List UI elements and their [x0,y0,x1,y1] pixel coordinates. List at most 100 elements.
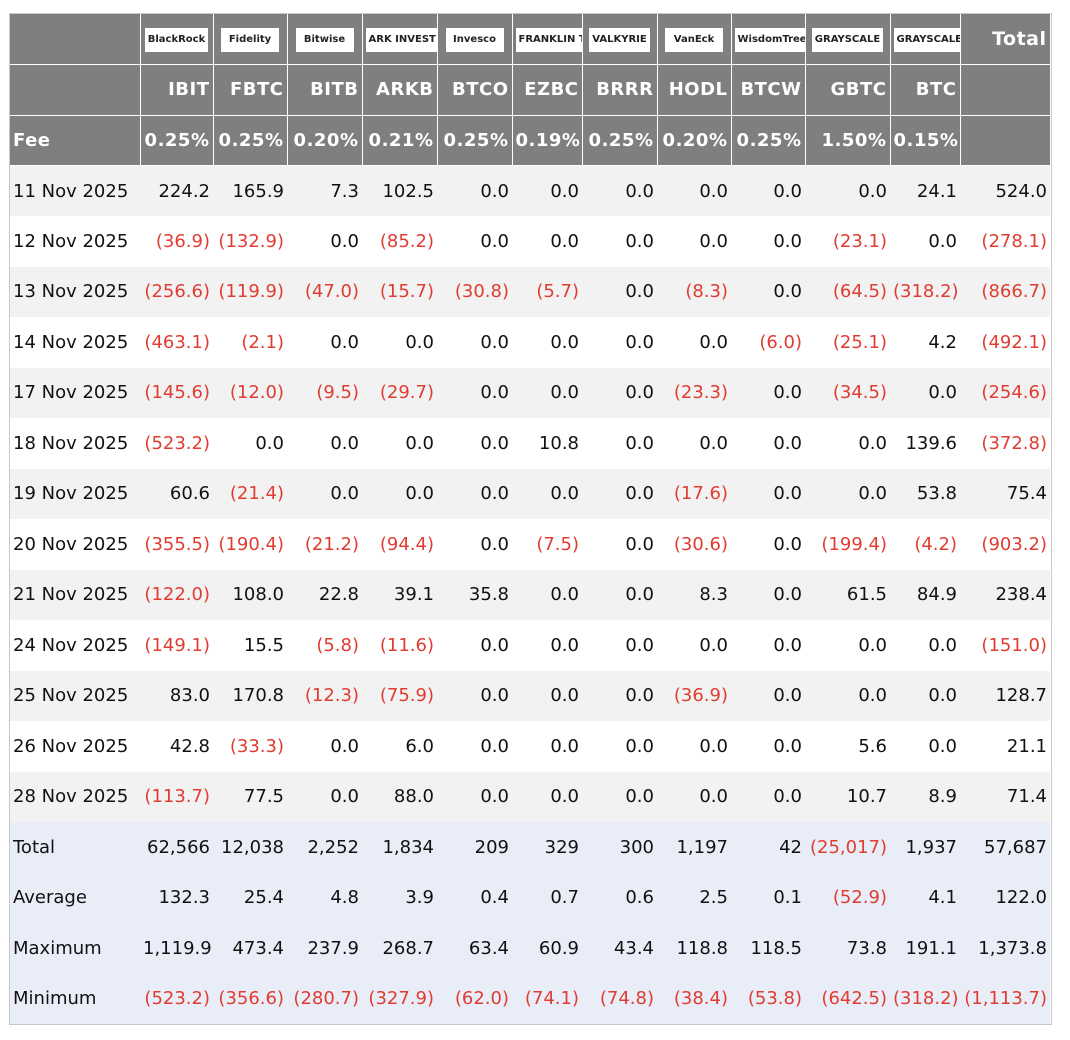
flow-value: 0.0 [582,418,657,469]
flow-value: 0.0 [437,670,512,721]
flow-value: (151.0) [960,620,1050,671]
summary-row: Average 132.3 25.4 4.8 3.9 0.4 0.7 0.6 2.5 0.1 (52… [10,872,1050,923]
summary-value: (356.6) [213,973,287,1024]
fee: 1.50% [805,115,891,166]
flow-value: 8.9 [890,771,960,822]
corner-cell [10,14,141,65]
flow-value: (47.0) [287,266,362,317]
flow-value: 0.0 [512,620,582,671]
flow-value: 0.0 [731,468,805,519]
flow-value: 0.0 [731,569,805,620]
flow-value: 10.8 [512,418,582,469]
flow-value: 0.0 [437,771,512,822]
flow-value: 0.0 [437,418,512,469]
date: 24 Nov 2025 [10,620,140,671]
flow-row: 20 Nov 2025 (355.5) (190.4) (21.2) (94.4) 0.0… [10,519,1050,570]
flow-value: 0.0 [731,670,805,721]
flow-value: (34.5) [805,367,890,418]
flow-value: 0.0 [437,721,512,772]
issuer-logo: FRANKLIN TEMPLETON [515,28,581,52]
issuer-logo: Fidelity [221,28,279,52]
flow-value: 22.8 [287,569,362,620]
fee: 0.15% [890,115,961,166]
summary-value: 268.7 [362,923,437,974]
logo-cell: GRAYSCALE [805,14,891,65]
summary-value: 63.4 [437,923,512,974]
date: 14 Nov 2025 [10,317,140,368]
issuer-logo: VALKYRIE [589,28,650,52]
flow-value: 4.2 [890,317,960,368]
flow-value: (523.2) [140,418,213,469]
date: 11 Nov 2025 [10,165,140,216]
logo-row: BlackRock Fidelity Bitwise ARK INVEST Invesc… [10,14,1051,65]
fee: 0.25% [731,115,806,166]
flow-value: (199.4) [805,519,890,570]
flow-value: (29.7) [362,367,437,418]
summary-value: 1,119.9 [140,923,213,974]
issuer-logo: WisdomTree [734,28,804,52]
flow-value: (149.1) [140,620,213,671]
flow-value: 24.1 [890,165,960,216]
ticker: EZBC [512,64,583,116]
summary-value: (523.2) [140,973,213,1024]
summary-value: 2.5 [657,872,731,923]
summary-value: 118.8 [657,923,731,974]
flow-value: 0.0 [437,620,512,671]
total-header: Total [960,14,1051,65]
flow-value: 0.0 [582,266,657,317]
summary-value: 62,566 [140,822,213,873]
flow-value: (33.3) [213,721,287,772]
flow-value: 0.0 [512,569,582,620]
flow-value: 39.1 [362,569,437,620]
fee: 0.20% [657,115,732,166]
flow-value: 0.0 [657,216,731,267]
flow-value: 524.0 [960,165,1050,216]
flow-value: 0.0 [362,418,437,469]
logo-cell: GRAYSCALE [890,14,961,65]
flow-value: 0.0 [805,165,890,216]
logo-cell: BlackRock [140,14,214,65]
flow-value: (5.7) [512,266,582,317]
summary-value: (280.7) [287,973,362,1024]
flow-value: 0.0 [731,165,805,216]
summary-value: 209 [437,822,512,873]
summary-row: Minimum (523.2) (356.6) (280.7) (327.9) (62.0… [10,973,1050,1024]
flow-value: (372.8) [960,418,1050,469]
date: 20 Nov 2025 [10,519,140,570]
flow-value: 0.0 [213,418,287,469]
flow-value: 0.0 [582,569,657,620]
flow-row: 26 Nov 2025 42.8 (33.3) 0.0 6.0 0.0 0.0 0.0 0.0 0… [10,721,1050,772]
summary-label: Total [10,822,140,873]
issuer-logo: Invesco [445,28,504,52]
flow-value: 77.5 [213,771,287,822]
flow-value: (113.7) [140,771,213,822]
logo-cell: VALKYRIE [582,14,658,65]
flow-value: 0.0 [657,721,731,772]
summary-value: 300 [582,822,657,873]
flow-value: (866.7) [960,266,1050,317]
summary-row: Total 62,566 12,038 2,252 1,834 209 329 300 1,19… [10,822,1050,873]
summary-value: (52.9) [805,872,890,923]
flow-value: (12.3) [287,670,362,721]
flow-value: (12.0) [213,367,287,418]
issuer-logo: GRAYSCALE [893,28,959,52]
flow-row: 25 Nov 2025 83.0 170.8 (12.3) (75.9) 0.0 0.0 0.… [10,670,1050,721]
flow-value: 102.5 [362,165,437,216]
blank-cell [960,115,1051,166]
flow-value: 0.0 [890,216,960,267]
summary-label: Average [10,872,140,923]
summary-value: 329 [512,822,582,873]
flow-value: (94.4) [362,519,437,570]
flow-row: 12 Nov 2025 (36.9) (132.9) 0.0 (85.2) 0.0 0.0 0… [10,216,1050,267]
date: 25 Nov 2025 [10,670,140,721]
summary-label: Minimum [10,973,140,1024]
flow-row: 17 Nov 2025 (145.6) (12.0) (9.5) (29.7) 0.0 0.… [10,367,1050,418]
flow-value: 83.0 [140,670,213,721]
flow-value: 0.0 [731,216,805,267]
summary-value: 3.9 [362,872,437,923]
logo-cell: FRANKLIN TEMPLETON [512,14,583,65]
fee: 0.25% [582,115,658,166]
corner-cell [10,64,141,116]
ticker: BTC [890,64,961,116]
